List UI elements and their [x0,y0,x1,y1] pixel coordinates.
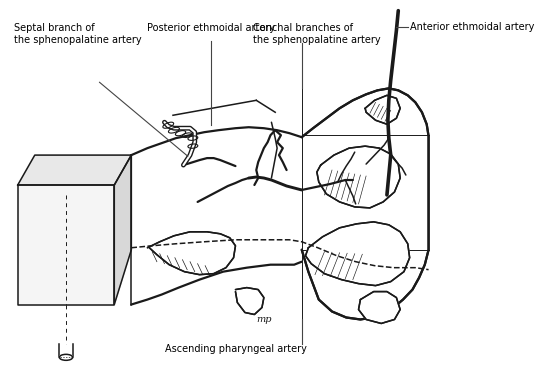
Text: Ascending pharyngeal artery: Ascending pharyngeal artery [165,345,306,354]
Text: Anterior ethmoidal artery: Anterior ethmoidal artery [410,22,534,32]
Polygon shape [359,292,400,323]
Polygon shape [305,222,410,285]
Polygon shape [235,288,264,315]
Text: Septal branch of
the sphenopalatine artery: Septal branch of the sphenopalatine arte… [14,23,142,45]
Polygon shape [317,146,400,208]
Text: Posterior ethmoidal artery: Posterior ethmoidal artery [147,23,276,32]
Polygon shape [18,155,131,185]
Text: Conchal branches of
the sphenopalatine artery: Conchal branches of the sphenopalatine a… [252,23,380,45]
Polygon shape [18,185,115,304]
Polygon shape [302,88,429,319]
Polygon shape [115,155,131,304]
Text: mp: mp [256,315,272,324]
Ellipse shape [59,354,73,360]
Polygon shape [147,232,235,274]
Polygon shape [365,95,400,124]
